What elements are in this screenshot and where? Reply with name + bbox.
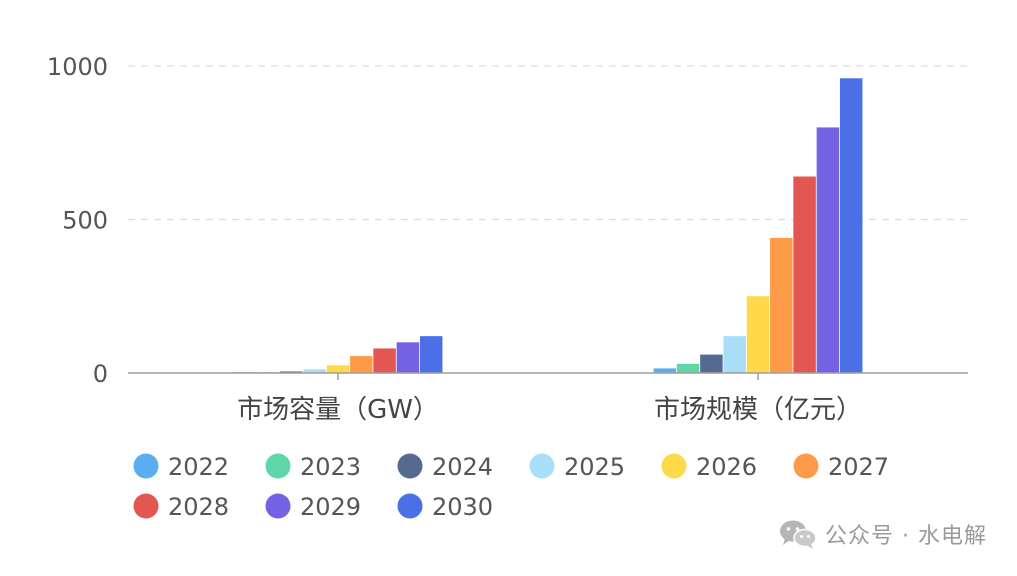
watermark: 公众号 · 水电解: [779, 518, 987, 550]
bar-2028-0: [373, 348, 396, 373]
bar-2026-1: [746, 296, 770, 373]
legend-item-2027: 2027: [793, 453, 889, 481]
y-tick-label: 500: [62, 207, 108, 235]
legend-label: 2028: [168, 493, 229, 521]
legend-item-2026: 2026: [661, 453, 757, 481]
legend-label: 2029: [300, 493, 361, 521]
bar-2022-1: [653, 368, 677, 373]
bar-2030-0: [419, 336, 443, 373]
legend-swatch: [397, 453, 423, 479]
wechat-icon: [780, 520, 817, 549]
watermark-text: 公众号 · 水电解: [825, 524, 987, 549]
axes: 0 500 1000 市场容量（GW） 市场规模（亿元）: [47, 53, 968, 425]
legend-item-2023: 2023: [265, 453, 361, 481]
bar-2025-1: [723, 336, 746, 373]
bar-2027-0: [350, 356, 373, 373]
bar-2028-1: [793, 176, 816, 373]
legend-swatch: [265, 453, 291, 479]
y-tick-label: 0: [93, 360, 108, 388]
legend-swatch: [397, 493, 423, 519]
legend-label: 2024: [432, 453, 493, 481]
bar-2026-0: [326, 365, 350, 373]
legend-item-2028: 2028: [133, 493, 229, 521]
legend-swatch: [265, 493, 291, 519]
legend-label: 2027: [828, 453, 889, 481]
legend-label: 2030: [432, 493, 493, 521]
bar-2023-1: [676, 363, 700, 373]
legend-item-2024: 2024: [397, 453, 493, 481]
legend-label: 2023: [300, 453, 361, 481]
y-tick-label: 1000: [47, 53, 108, 81]
legend-label: 2025: [564, 453, 625, 481]
bar-2025-0: [303, 369, 326, 373]
bar-2027-1: [770, 237, 793, 373]
bar-2029-0: [396, 342, 420, 373]
legend-swatch: [661, 453, 687, 479]
bar-2024-1: [700, 354, 723, 373]
legend-item-2030: 2030: [397, 493, 493, 521]
bars: [233, 78, 863, 374]
x-category-label: 市场容量（GW）: [237, 395, 439, 425]
bar-2030-1: [839, 78, 863, 373]
legend-swatch: [133, 493, 159, 519]
legend-swatch: [793, 453, 819, 479]
grid-lines: [128, 65, 968, 221]
legend: 2022 2023 2024 2025 2026 2027 2028 2029 2030: [133, 453, 889, 521]
legend-item-2025: 2025: [529, 453, 625, 481]
bar-2029-1: [816, 127, 840, 374]
legend-label: 2022: [168, 453, 229, 481]
bar-2024-0: [280, 371, 303, 373]
legend-label: 2026: [696, 453, 757, 481]
legend-item-2022: 2022: [133, 453, 229, 481]
legend-swatch: [529, 453, 555, 479]
legend-swatch: [133, 453, 159, 479]
x-category-label: 市场规模（亿元）: [654, 395, 862, 425]
legend-item-2029: 2029: [265, 493, 361, 521]
